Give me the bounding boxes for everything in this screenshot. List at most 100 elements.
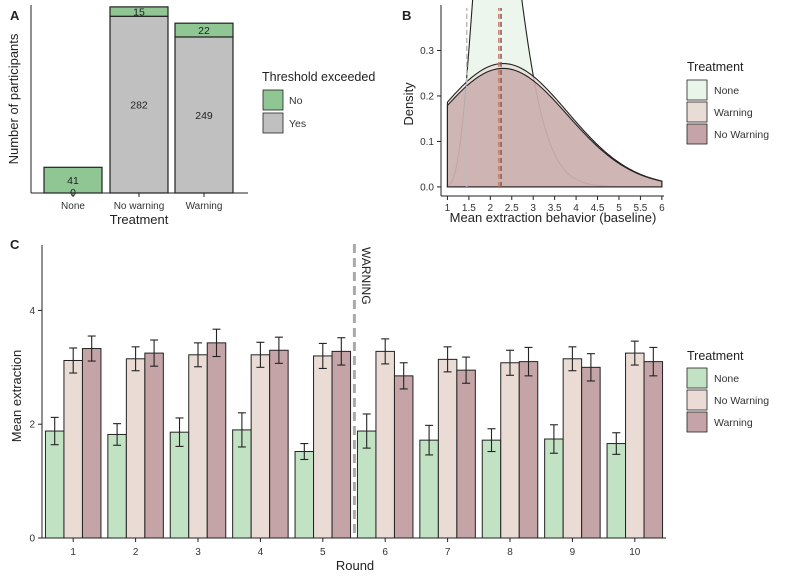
chart-c-error-bars: [50, 328, 658, 461]
chart-b-x-tick-label: 2.5: [505, 203, 519, 214]
chart-c-error-bar: [175, 417, 184, 447]
chart-c-y-tick-label: 0: [29, 534, 35, 545]
chart-c-bar-none: [544, 438, 564, 539]
chart-c-error-bar: [194, 342, 202, 368]
chart-c-error-bar: [50, 416, 59, 446]
chart-c-bar-none: [44, 430, 65, 539]
chart-c-error-bar: [381, 338, 390, 365]
chart-c: 1 2 3 4 5 6 7 8 9 10 0 2 4 WARNING Round Mean extra…: [9, 244, 769, 573]
chart-a-x-tick-label: None: [61, 201, 85, 212]
chart-c-bar-warning: [206, 342, 227, 539]
chart-c-y-ticks: 0 2 4: [29, 306, 42, 545]
chart-c-error-bar: [568, 346, 577, 372]
chart-a-bar-no: [109, 6, 169, 17]
chart-c-legend-swatch-no-warning: [686, 389, 708, 411]
chart-a-bar-yes: [109, 15, 169, 194]
chart-b-x-ticks: 1 1.5 2 2.5 3 3.5 4 4.5 5 5.5 6: [445, 196, 665, 214]
chart-c-bar-no-warning: [625, 352, 645, 539]
chart-b-x-tick-label: 1: [445, 203, 451, 214]
chart-b: 1 1.5 2 2.5 3 3.5 4 4.5 5 5.5 6 0.0 0.1 0.2 0.3 Mean …: [401, 0, 769, 225]
chart-a-x-tick-label: No warning: [114, 201, 165, 212]
chart-c-x-tick-label: 6: [382, 547, 388, 558]
chart-c-bar-no-warning: [500, 362, 520, 539]
chart-c-bar-none: [107, 433, 127, 539]
chart-b-y-ticks: 0.0 0.1 0.2 0.3: [420, 46, 441, 193]
chart-c-error-bar: [150, 339, 159, 367]
chart-c-x-tick-label: 7: [445, 547, 451, 558]
chart-c-legend-label-no-warning: No Warning: [714, 395, 769, 407]
chart-c-bar-no-warning: [250, 354, 271, 539]
chart-c-x-tick-label: 4: [258, 547, 264, 558]
chart-c-error-bar: [256, 341, 265, 368]
chart-a-legend-swatch-yes: [262, 112, 284, 134]
chart-b-legend-swatch-none: [686, 79, 708, 101]
chart-b-legend-swatch-no-warning: [686, 123, 708, 145]
chart-c-x-tick-label: 1: [70, 547, 76, 558]
chart-c-legend: Treatment None No Warning Warning: [686, 349, 769, 433]
chart-c-bar-warning: [331, 350, 352, 539]
chart-a-x-label: Treatment: [110, 212, 169, 227]
chart-c-error-bar: [506, 349, 514, 376]
chart-c-x-ticks: 1 2 3 4 5 6 7 8 9 10: [70, 538, 641, 558]
chart-c-error-bar: [113, 423, 122, 446]
chart-c-error-bar: [487, 428, 496, 453]
chart-b-y-label: Density: [401, 82, 416, 126]
chart-c-error-bar: [212, 328, 221, 358]
chart-c-error-bar: [237, 412, 246, 448]
chart-b-legend: Treatment None Warning No Warning: [686, 60, 769, 145]
chart-a-legend-swatch-no: [262, 89, 284, 111]
chart-b-x-tick-label: 3: [530, 203, 536, 214]
chart-c-bar-no-warning: [188, 354, 208, 539]
chart-a-bar-yes: [174, 36, 234, 194]
chart-a-bars: 4101528222249: [43, 6, 234, 199]
chart-c-error-bar: [300, 443, 309, 461]
chart-c-y-tick-label: 2: [29, 420, 35, 431]
chart-c-error-bar: [425, 424, 434, 456]
chart-c-error-bar: [630, 340, 639, 366]
panel-label-a: A: [10, 8, 20, 23]
chart-c-bar-warning: [456, 369, 476, 539]
chart-c-legend-label-warning: Warning: [714, 417, 753, 429]
chart-b-legend-title: Treatment: [687, 60, 744, 74]
chart-b-legend-label-no-warning: No Warning: [714, 129, 769, 141]
chart-a-legend-title: Threshold exceeded: [262, 70, 375, 84]
chart-c-error-bar: [274, 336, 283, 364]
chart-b-x-tick-label: 5.5: [633, 203, 647, 214]
chart-c-bar-warning: [581, 366, 601, 539]
chart-c-error-bar: [318, 342, 327, 370]
chart-c-x-tick-label: 5: [320, 547, 326, 558]
chart-a-bar-label-no: 22: [198, 25, 210, 37]
chart-c-error-bar: [69, 347, 78, 374]
chart-b-legend-swatch-warning: [686, 101, 708, 123]
chart-c-x-tick-label: 2: [133, 547, 139, 558]
chart-c-bar-none: [481, 439, 502, 539]
chart-c-error-bar: [586, 353, 595, 382]
chart-a-bar-label-yes: 282: [130, 100, 148, 112]
panel-label-c: C: [10, 237, 20, 252]
chart-c-y-tick-label: 4: [29, 306, 35, 317]
chart-c-bar-warning: [643, 361, 664, 539]
chart-a-x-tick-label: Warning: [186, 201, 223, 212]
chart-c-x-label: Round: [336, 558, 374, 573]
chart-c-error-bar: [337, 337, 346, 366]
chart-c-legend-swatch-warning: [686, 411, 708, 433]
chart-c-error-bar: [462, 356, 471, 384]
panel-label-b: B: [402, 8, 411, 23]
chart-a-bar-label-no: 41: [67, 175, 79, 187]
chart-b-density-areas: [446, 0, 663, 188]
chart-a-bar-label-no: 15: [133, 7, 145, 19]
chart-c-bar-warning: [518, 361, 539, 539]
chart-b-x-tick-label: 3.5: [548, 203, 562, 214]
chart-b-x-tick-label: 6: [659, 203, 665, 214]
chart-c-bar-warning: [269, 349, 289, 539]
chart-c-legend-label-none: None: [714, 373, 739, 385]
chart-c-bar-no-warning: [63, 359, 83, 539]
chart-b-x-tick-label: 4: [573, 203, 579, 214]
chart-c-bar-none: [606, 443, 627, 539]
chart-c-x-tick-label: 8: [507, 547, 513, 558]
chart-b-x-tick-label: 5: [616, 203, 622, 214]
chart-b-x-tick-label: 4.5: [591, 203, 605, 214]
chart-b-x-tick-label: 1.5: [462, 203, 476, 214]
